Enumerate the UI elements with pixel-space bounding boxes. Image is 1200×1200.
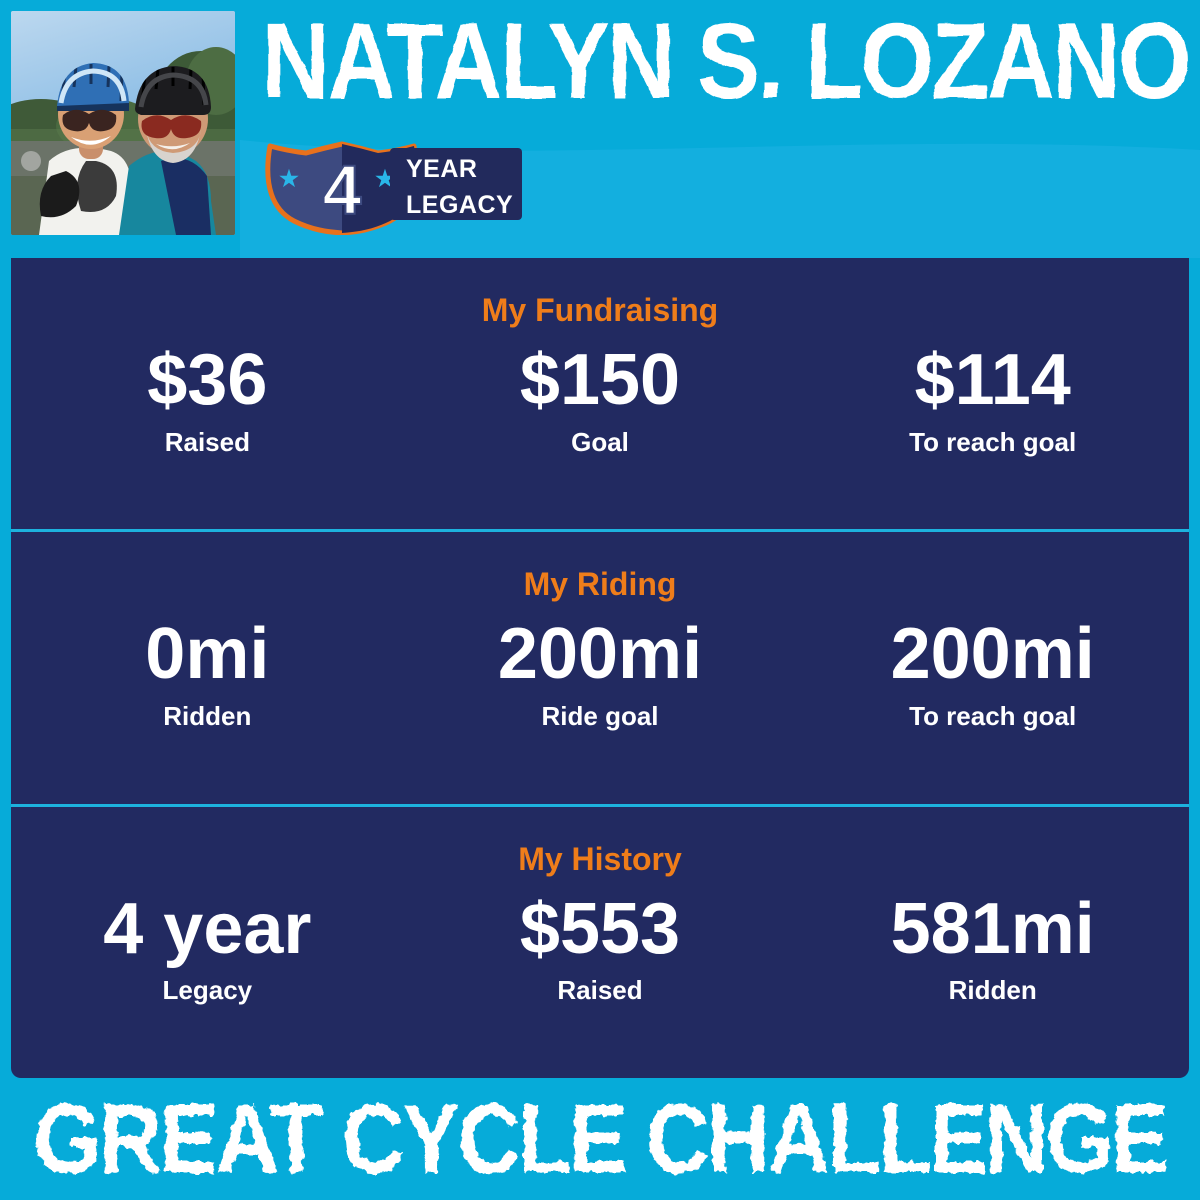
svg-text:4: 4 [323, 151, 362, 229]
svg-text:★: ★ [279, 166, 299, 191]
